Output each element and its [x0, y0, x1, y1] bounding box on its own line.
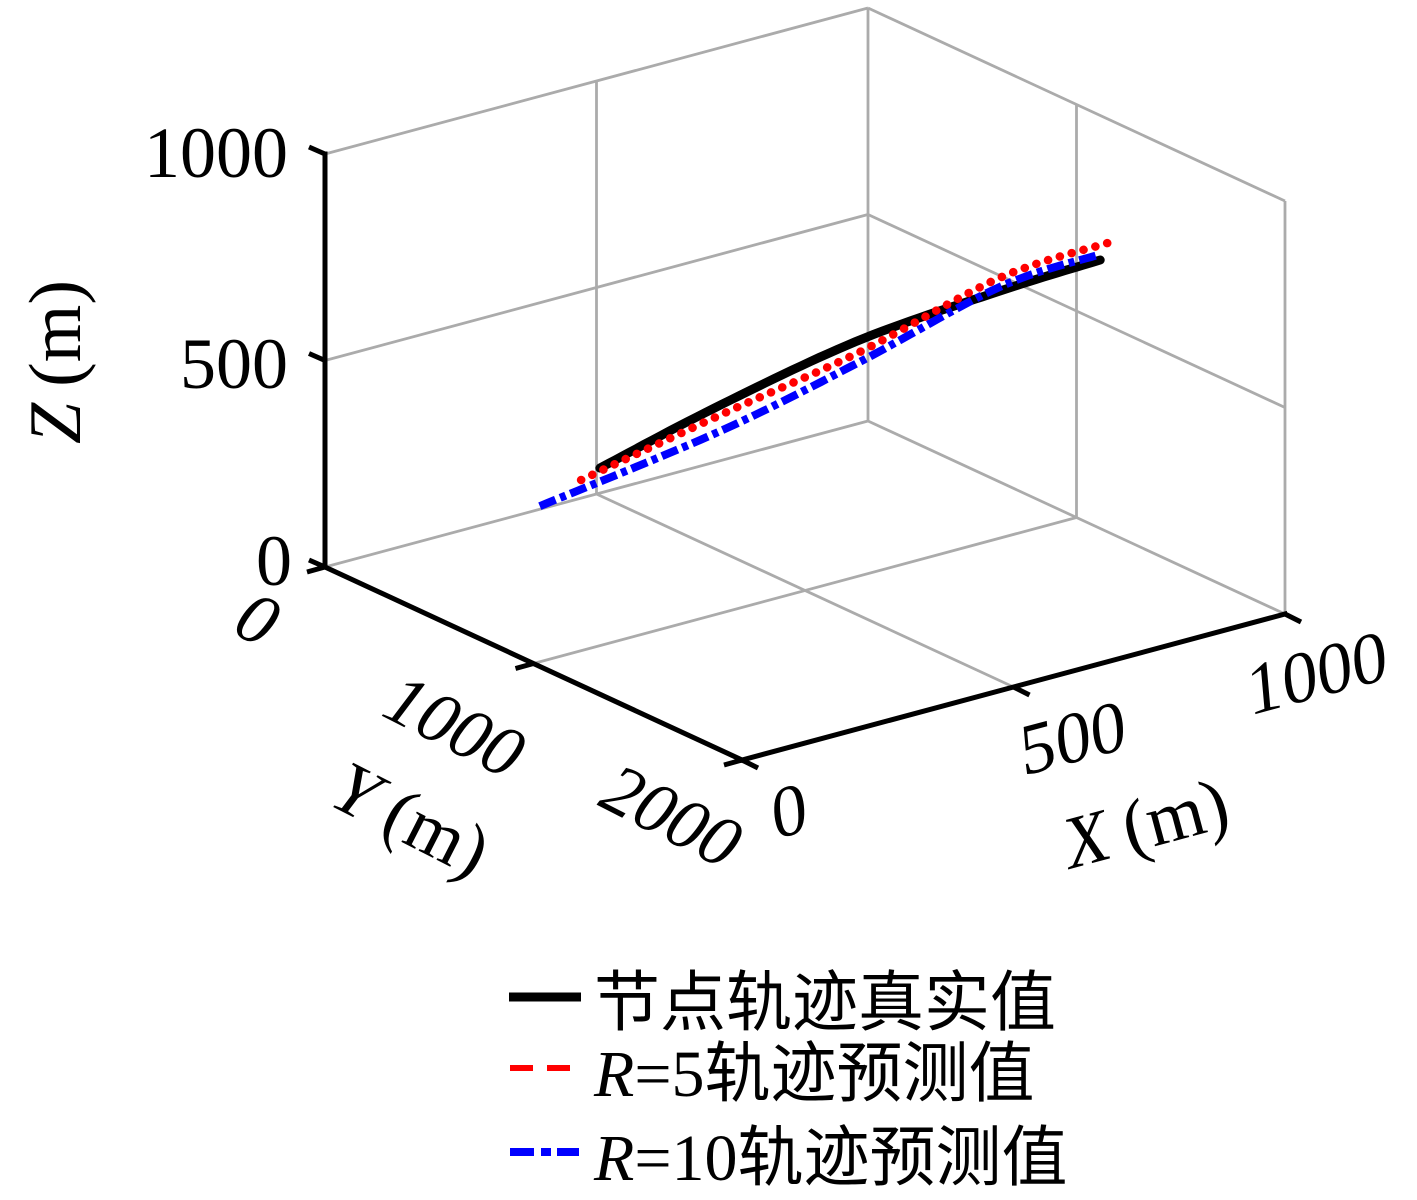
x-tick-label-500: 500: [1010, 685, 1135, 790]
y-tick-mark: [514, 661, 535, 671]
y-axis-unit: (m): [370, 772, 502, 894]
z-tick-label-0: 0: [256, 521, 292, 601]
grid-line: [533, 516, 1077, 665]
z-tick-mark: [307, 144, 327, 157]
curve-series-0: [595, 255, 1105, 473]
legend-item-r10-prediction: R=10轨迹预测值: [505, 1112, 1068, 1195]
axes-group: [321, 151, 1289, 764]
z-tick-label-1000: 1000: [144, 113, 288, 193]
x-axis-label: X(m): [1051, 763, 1237, 886]
z-axis-var: Z: [15, 402, 97, 444]
legend-label: R=5轨迹预测值: [594, 1038, 1035, 1111]
x-tick-mark: [1283, 611, 1303, 625]
legend-item-true-trajectory: 节点轨迹真实值: [505, 957, 1056, 1040]
solid-line-swatch-icon: [509, 992, 581, 1002]
z-tick-mark: [307, 557, 327, 570]
x-tick-label-1000: 1000: [1236, 616, 1396, 731]
x-tick-mark: [740, 757, 760, 771]
legend-label: 节点轨迹真实值: [594, 967, 1056, 1040]
grid-line: [324, 213, 869, 362]
curves-group: [538, 238, 1113, 510]
grid-group: [324, 6, 1287, 689]
z-tick-label-500: 500: [180, 324, 288, 404]
axis-labels-group: 0 500 1000 Z(m) 0 1000 2000 Y(m) 0 500 1…: [15, 113, 1396, 894]
y-tick-label-0: 0: [223, 575, 291, 663]
x-axis-var: X: [1051, 794, 1121, 886]
x-tick-mark: [1012, 684, 1031, 698]
x-tick-label-0: 0: [761, 768, 816, 855]
y-tick-mark: [723, 757, 743, 768]
dashed-line-swatch-icon: [510, 1065, 578, 1071]
y-tick-label-2000: 2000: [589, 748, 754, 885]
legend-label: R=10轨迹预测值: [594, 1122, 1068, 1195]
z-axis-label: Z (m): [15, 280, 97, 444]
curve-series-1: [576, 238, 1113, 485]
dashdot-line-swatch-icon: [510, 1148, 579, 1156]
curve-series-2: [538, 251, 1100, 510]
grid-line: [867, 213, 1286, 409]
z-axis-unit: (m): [15, 280, 97, 387]
x-axis-unit: (m): [1113, 763, 1237, 870]
z-tick-mark: [307, 351, 327, 363]
tick-marks-group: [306, 144, 1303, 771]
legend-item-r5-prediction: R=5轨迹预测值: [505, 1028, 1035, 1111]
y-tick-label-1000: 1000: [372, 658, 537, 795]
